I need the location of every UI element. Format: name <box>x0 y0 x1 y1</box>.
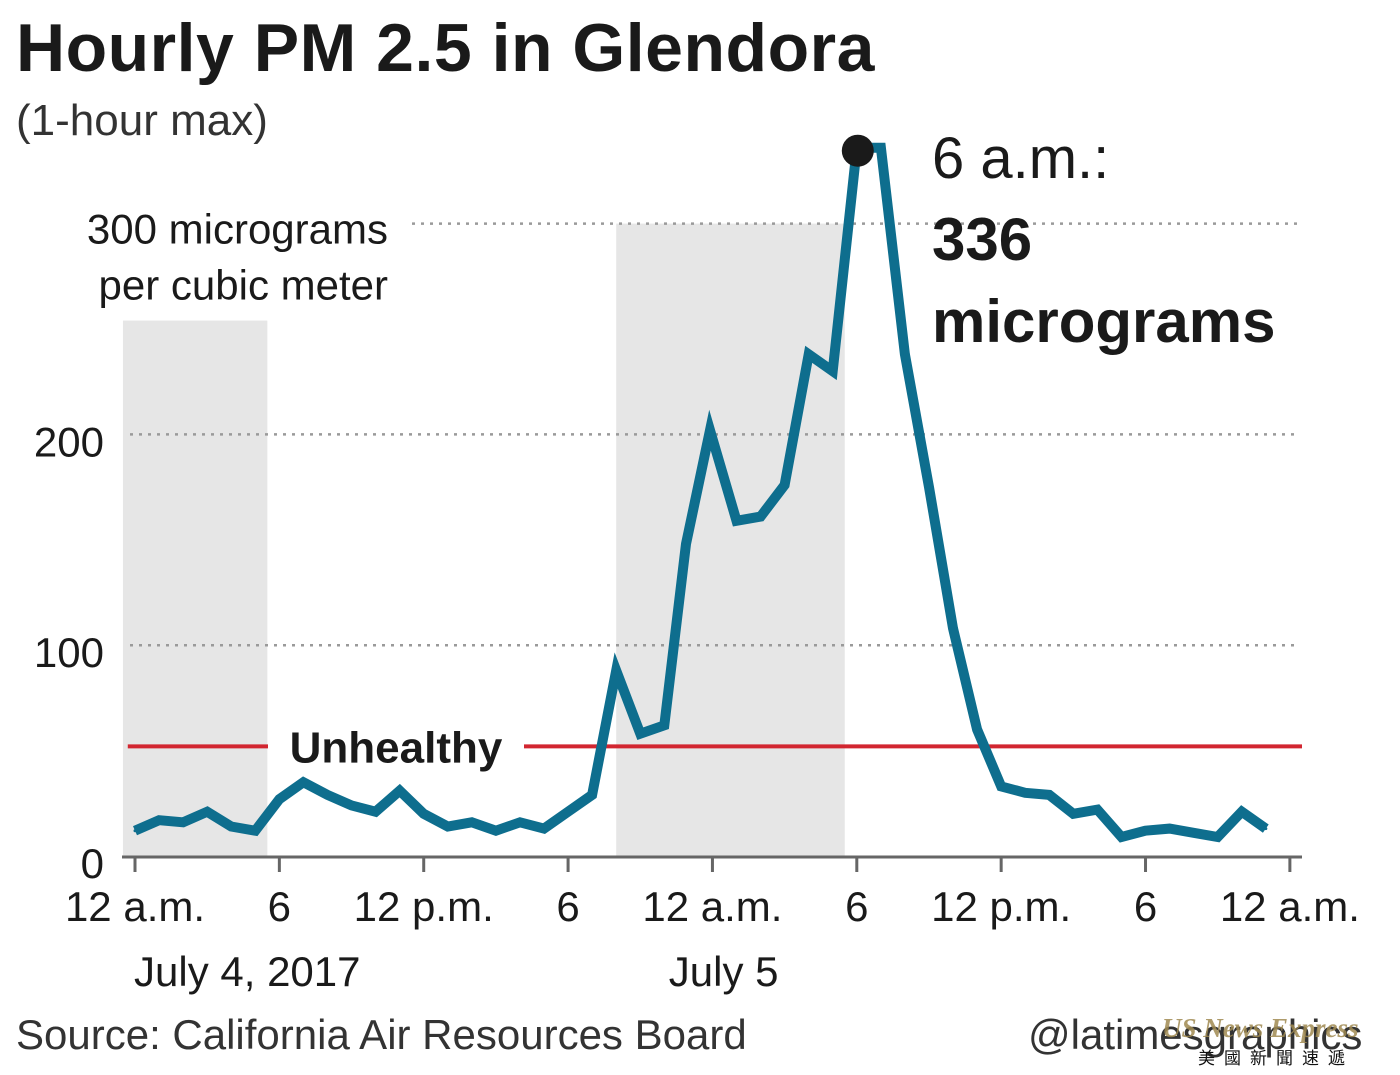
chart-title: Hourly PM 2.5 in Glendora <box>16 10 875 86</box>
x-tick-label-0: 12 a.m. <box>65 883 205 930</box>
data-point-0-16 <box>518 820 522 824</box>
data-point-0-37 <box>1023 791 1027 795</box>
series-line-0 <box>133 142 1269 843</box>
pm25-line-chart: 0 100 200 300 micrograms per cubic meter 12 … <box>34 126 1360 995</box>
x-tick-label-7: 6 <box>1134 883 1157 930</box>
data-point-0-10 <box>374 810 378 814</box>
peak-time-label: 6 a.m.: <box>932 126 1109 191</box>
data-point-0-24 <box>708 428 712 432</box>
data-point-0-8 <box>325 793 329 797</box>
data-point-0-25 <box>735 519 738 523</box>
unhealthy-threshold: Unhealthy <box>127 723 1302 772</box>
shaded-periods <box>122 223 845 857</box>
x-tick-label-4: 12 a.m. <box>642 883 782 930</box>
data-point-0-18 <box>566 810 570 814</box>
data-point-0-6 <box>277 797 281 801</box>
x-tick-label-1: 6 <box>268 883 291 930</box>
data-point-0-45 <box>1216 835 1220 839</box>
data-point-0-9 <box>350 803 354 807</box>
data-point-0-19 <box>590 793 594 797</box>
data-point-0-2 <box>181 820 185 824</box>
threshold-label: Unhealthy <box>290 723 503 772</box>
y-tick-label-300-line-0: 300 micrograms <box>87 206 388 253</box>
data-point-0-21 <box>638 732 642 736</box>
data-point-0-33 <box>927 485 931 489</box>
watermark-subtitle: 美國新聞速遞 <box>1198 1049 1354 1069</box>
x-axis <box>122 855 1302 872</box>
data-point-0-42 <box>1144 829 1148 833</box>
pm25-series <box>133 142 1269 843</box>
data-point-0-46 <box>1240 810 1244 814</box>
date-label-1: July 5 <box>669 948 779 995</box>
data-point-0-40 <box>1095 808 1099 812</box>
y-tick-label-0: 0 <box>81 840 104 887</box>
watermark-logo: US News Express <box>1162 1013 1359 1043</box>
data-point-0-0 <box>133 829 137 833</box>
data-point-0-36 <box>999 784 1003 788</box>
data-point-0-35 <box>975 728 979 732</box>
data-point-0-41 <box>1119 835 1123 839</box>
date-label-0: July 4, 2017 <box>134 948 361 995</box>
x-tick-label-3: 6 <box>556 883 579 930</box>
credit-handle: @latimesgraphics <box>1028 1011 1363 1058</box>
peak-marker <box>841 134 874 167</box>
data-point-0-12 <box>422 812 426 816</box>
data-point-0-34 <box>951 626 955 630</box>
data-point-0-20 <box>614 668 618 672</box>
data-point-0-7 <box>301 780 305 784</box>
data-point-0-47 <box>1264 827 1268 831</box>
data-point-0-5 <box>253 829 257 833</box>
x-tick-label-8: 12 a.m. <box>1220 883 1360 930</box>
x-tick-label-2: 12 p.m. <box>354 883 494 930</box>
data-point-0-28 <box>807 352 811 356</box>
peak-annotation: 6 a.m.: 336 micrograms <box>841 126 1275 355</box>
x-tick-label-5: 6 <box>845 883 868 930</box>
data-point-0-1 <box>157 818 161 822</box>
data-point-0-13 <box>446 824 450 828</box>
data-point-0-11 <box>398 789 402 793</box>
data-point-0-3 <box>205 810 209 814</box>
y-tick-label-100: 100 <box>34 629 104 676</box>
source-note: Source: California Air Resources Board <box>16 1011 747 1058</box>
data-point-0-44 <box>1192 831 1196 835</box>
y-tick-label-200: 200 <box>34 418 104 465</box>
y-tick-labels: 0 100 200 300 micrograms per cubic meter <box>34 206 388 887</box>
peak-value-label: 336 <box>932 206 1032 273</box>
data-point-0-31 <box>879 146 883 150</box>
data-point-0-4 <box>229 824 233 828</box>
shaded-period-1 <box>616 223 845 857</box>
data-point-0-27 <box>783 483 787 487</box>
data-point-0-39 <box>1071 812 1075 816</box>
data-point-0-23 <box>684 542 688 546</box>
chart-subtitle: (1-hour max) <box>16 96 268 145</box>
peak-unit-label: micrograms <box>932 288 1275 355</box>
data-point-0-22 <box>662 723 666 727</box>
data-point-0-32 <box>903 352 907 356</box>
data-point-0-38 <box>1047 793 1051 797</box>
data-point-0-29 <box>831 369 835 373</box>
data-point-0-17 <box>542 827 546 831</box>
data-point-0-15 <box>494 829 498 833</box>
x-tick-labels: 12 a.m. 6 12 p.m. 6 12 a.m. 6 12 p.m. 6 12 a.m. J… <box>65 883 1360 995</box>
y-tick-label-300-line-1: per cubic meter <box>99 262 388 309</box>
data-point-0-14 <box>470 820 474 824</box>
x-tick-label-6: 12 p.m. <box>931 883 1071 930</box>
shaded-period-0 <box>122 320 268 856</box>
data-point-0-26 <box>759 515 763 519</box>
data-point-0-43 <box>1168 827 1172 831</box>
